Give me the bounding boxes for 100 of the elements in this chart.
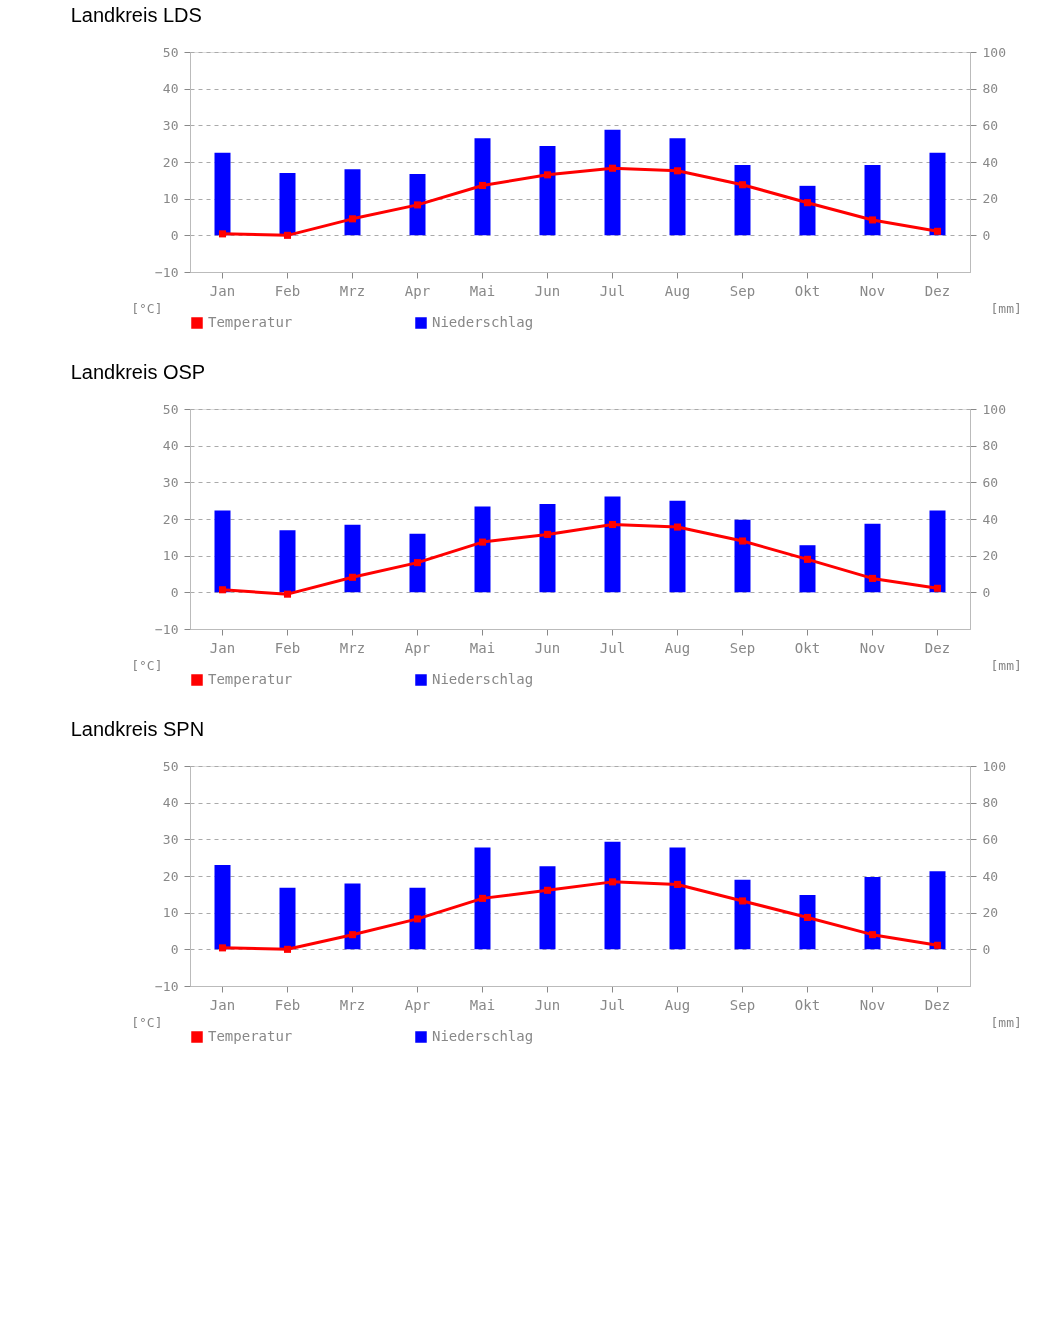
legend-label: Temperatur bbox=[208, 1028, 293, 1044]
y2-tick-label: 40 bbox=[982, 868, 999, 884]
y-axis-title: [°C] bbox=[131, 300, 163, 316]
y-tick-label: 30 bbox=[162, 117, 179, 133]
y2-tick-label: 60 bbox=[982, 474, 999, 490]
point bbox=[348, 931, 357, 939]
x-tick-label: Okt bbox=[794, 282, 821, 299]
y2-tick-label: 100 bbox=[982, 44, 1006, 60]
y-tick-label: 30 bbox=[162, 474, 179, 490]
point bbox=[478, 538, 487, 546]
point bbox=[608, 520, 617, 529]
x-tick-label: Apr bbox=[404, 996, 431, 1013]
x-tick-label: Feb bbox=[274, 996, 301, 1013]
x-tick-label: Jul bbox=[599, 282, 626, 299]
point bbox=[413, 201, 422, 209]
bar bbox=[539, 866, 556, 950]
bar bbox=[604, 129, 621, 236]
point bbox=[348, 573, 357, 581]
y-tick-label: 30 bbox=[162, 831, 179, 847]
y2-tick-label: 0 bbox=[982, 941, 991, 957]
x-tick-label: Feb bbox=[274, 639, 301, 656]
point bbox=[218, 230, 227, 238]
point bbox=[608, 164, 617, 172]
bar bbox=[539, 503, 556, 593]
bar bbox=[344, 524, 361, 593]
bar bbox=[214, 152, 231, 236]
point bbox=[218, 944, 227, 952]
y-axis-title: [°C] bbox=[131, 657, 163, 673]
y2-axis-title: [mm] bbox=[990, 1014, 1022, 1030]
y-tick-label: 40 bbox=[162, 795, 179, 811]
y-tick-label: 40 bbox=[162, 438, 179, 454]
y2-tick-label: 40 bbox=[982, 511, 999, 527]
x-tick-label: Feb bbox=[274, 282, 301, 299]
x-tick-label: Dez bbox=[924, 639, 951, 656]
legend-label: Niederschlag bbox=[432, 671, 534, 687]
bar bbox=[929, 510, 946, 593]
bar bbox=[734, 164, 751, 236]
x-tick-label: Aug bbox=[664, 639, 691, 656]
y-tick-label: 50 bbox=[162, 758, 179, 774]
point bbox=[283, 590, 292, 598]
bar bbox=[214, 510, 231, 593]
x-tick-label: Sep bbox=[729, 996, 756, 1013]
chart-title: Landkreis SPN bbox=[70, 718, 205, 740]
x-tick-label: Sep bbox=[729, 639, 756, 656]
y2-axis-title: [mm] bbox=[990, 657, 1022, 673]
point bbox=[283, 231, 292, 239]
y-tick-label: 10 bbox=[162, 548, 179, 564]
x-tick-label: Okt bbox=[794, 639, 821, 656]
point bbox=[673, 880, 682, 888]
bar bbox=[279, 530, 296, 593]
bar bbox=[864, 164, 881, 236]
x-tick-label: Apr bbox=[404, 282, 431, 299]
bar bbox=[669, 138, 686, 236]
x-tick-label: Nov bbox=[859, 639, 886, 656]
point bbox=[283, 945, 292, 953]
bar bbox=[864, 523, 881, 593]
bar bbox=[474, 847, 491, 950]
legend-label: Temperatur bbox=[208, 671, 293, 687]
y-tick-label: 0 bbox=[170, 941, 179, 957]
x-tick-label: Dez bbox=[924, 282, 951, 299]
point bbox=[348, 215, 357, 223]
point bbox=[543, 171, 552, 179]
bar bbox=[409, 173, 426, 236]
bar bbox=[604, 841, 621, 950]
y-tick-label: 0 bbox=[170, 584, 179, 600]
point bbox=[868, 216, 877, 224]
y-tick-label: −10 bbox=[155, 621, 179, 637]
point bbox=[543, 530, 552, 538]
chart-title: Landkreis LDS bbox=[70, 4, 202, 26]
bar bbox=[474, 506, 491, 593]
x-tick-label: Mai bbox=[469, 639, 496, 656]
bar bbox=[929, 152, 946, 236]
point bbox=[218, 586, 227, 594]
bar bbox=[279, 887, 296, 950]
bar bbox=[604, 496, 621, 593]
x-tick-label: Jun bbox=[534, 282, 561, 299]
x-tick-label: Dez bbox=[924, 996, 951, 1013]
y2-tick-label: 60 bbox=[982, 831, 999, 847]
x-tick-label: Nov bbox=[859, 996, 886, 1013]
x-tick-label: Aug bbox=[664, 996, 691, 1013]
y-tick-label: 20 bbox=[162, 154, 179, 170]
bar bbox=[864, 876, 881, 950]
bar bbox=[799, 185, 816, 236]
x-tick-label: Jun bbox=[534, 996, 561, 1013]
x-tick-label: Okt bbox=[794, 996, 821, 1013]
x-tick-label: Jan bbox=[209, 996, 236, 1013]
legend-label: Temperatur bbox=[208, 314, 293, 330]
point bbox=[673, 167, 682, 175]
y2-tick-label: 80 bbox=[982, 81, 999, 97]
chart-title: Landkreis OSP bbox=[70, 361, 206, 383]
point bbox=[933, 941, 942, 949]
point bbox=[478, 181, 487, 189]
point bbox=[543, 886, 552, 894]
point bbox=[933, 227, 942, 235]
y2-tick-label: 80 bbox=[982, 795, 999, 811]
y-tick-label: 50 bbox=[162, 44, 179, 60]
x-tick-label: Jan bbox=[209, 639, 236, 656]
bar bbox=[409, 887, 426, 950]
point bbox=[803, 913, 812, 921]
bar bbox=[539, 146, 556, 236]
